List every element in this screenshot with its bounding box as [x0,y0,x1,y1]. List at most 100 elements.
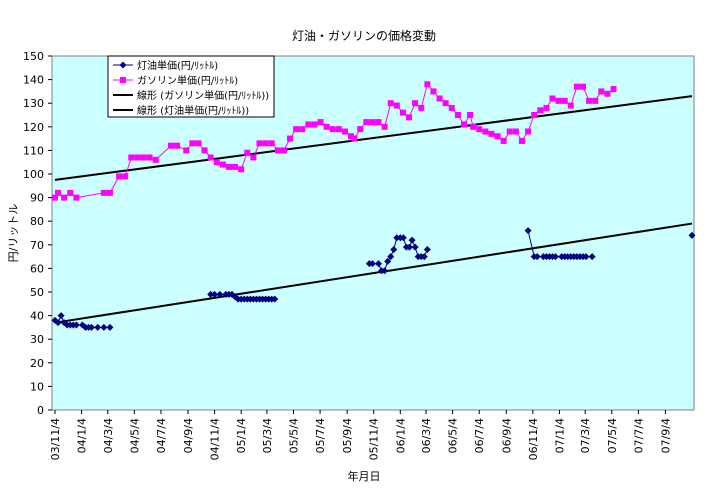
y-axis-title: 円/リットル [7,204,20,263]
data-point [543,104,550,111]
y-tick-label: 60 [30,262,44,275]
x-axis-title: 年月日 [348,469,381,483]
data-point [424,81,431,88]
y-tick-label: 100 [23,168,44,181]
y-tick-label: 40 [30,310,44,323]
data-point [146,154,153,161]
data-point [488,130,495,137]
data-point [586,97,593,104]
legend-label: ガソリン単価(円/ﾘｯﾄﾙ) [137,74,238,87]
x-tick-label: 07/9/4 [659,418,672,453]
data-point [399,234,407,242]
y-tick-label: 80 [30,215,44,228]
data-point [375,119,382,126]
y-tick-label: 130 [23,97,44,110]
data-point [73,194,80,201]
data-point [368,260,376,268]
data-point [579,83,586,90]
data-point [232,163,239,170]
data-point [384,257,392,265]
data-point [442,100,449,107]
data-point [405,243,413,251]
data-point [533,253,541,261]
data-point [274,147,281,154]
x-tick-label: 05/7/4 [314,418,327,453]
data-point [406,114,413,121]
data-point [67,189,74,196]
y-tick-label: 30 [30,333,44,346]
data-point [357,126,364,133]
data-point [592,97,599,104]
y-tick-label: 140 [23,74,44,87]
data-point [225,163,232,170]
y-tick-label: 110 [23,144,44,157]
data-point [120,77,126,83]
data-point [167,142,174,149]
data-point [287,135,294,142]
data-point [152,156,159,163]
data-point [61,194,68,201]
data-point [213,159,220,166]
data-point [448,104,455,111]
data-point [305,121,312,128]
series-layer [51,81,696,331]
x-tick-label: 06/9/4 [500,418,513,453]
data-point [549,95,556,102]
data-point [411,243,419,251]
data-point [555,97,562,104]
data-point [454,112,461,118]
y-tick-label: 120 [23,121,44,134]
x-tick-label: 06/1/4 [394,418,407,453]
data-point [387,253,395,261]
data-point [420,253,428,261]
data-point [369,119,376,126]
data-point [518,137,525,144]
y-tick-label: 150 [23,50,44,63]
data-point [323,123,330,130]
data-point [55,189,62,196]
data-point [256,140,263,147]
data-point [573,83,580,90]
x-tick-label: 05/1/4 [235,418,248,453]
data-point [195,140,202,147]
x-tick-label: 06/3/4 [420,418,433,453]
legend-box [107,55,275,118]
data-point [183,147,190,154]
x-tick-label: 04/3/4 [102,418,115,453]
data-point [567,102,574,109]
data-point [201,147,208,154]
data-point [299,126,306,133]
x-tick-label: 04/9/4 [182,418,195,453]
data-point [293,126,300,133]
x-tick-label: 06/7/4 [473,418,486,453]
data-point [412,100,419,107]
data-point [216,290,224,298]
x-tick-label: 06/11/4 [527,418,540,460]
data-point [317,119,324,126]
x-tick-label: 04/11/4 [209,418,222,460]
data-point [280,147,287,154]
data-point [460,121,467,128]
y-tick-label: 70 [30,239,44,252]
data-point [500,137,507,144]
y-tick-label: 90 [30,192,44,205]
x-tick-label: 07/3/4 [579,418,592,453]
axes-layer: 0 10 20 30 40 50 60 70 80 90 100 110 120 130 140 150 03/… [23,50,672,460]
data-point [399,109,406,116]
data-point [476,126,483,133]
data-point [552,253,560,261]
data-point [341,128,348,135]
data-point [244,149,251,156]
data-point [470,123,477,130]
x-tick-label: 05/5/4 [287,418,300,453]
data-point [604,90,611,97]
data-point [387,100,394,107]
data-point [408,236,416,244]
x-tick-label: 05/9/4 [341,418,354,453]
y-tick-label: 50 [30,286,44,299]
data-point [238,166,245,173]
data-point [348,133,355,140]
x-tick-label: 04/7/4 [155,418,168,453]
data-point [211,290,219,298]
